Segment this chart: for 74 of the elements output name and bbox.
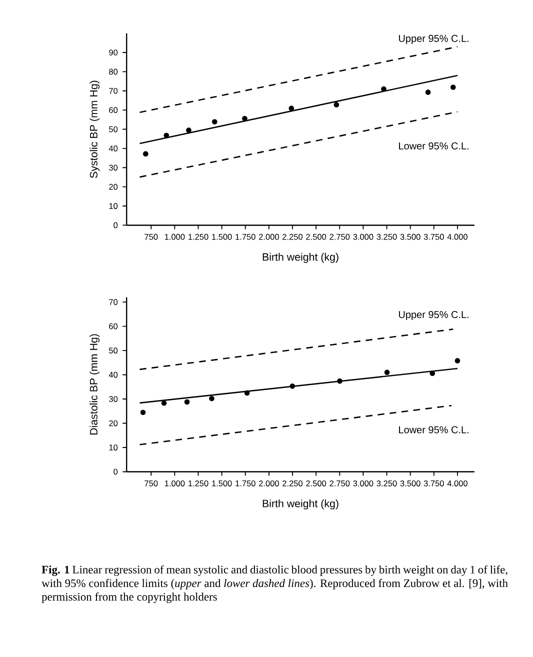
x-tick-label: 3.000 bbox=[353, 234, 374, 240]
x-tick-label: 2.750 bbox=[330, 480, 350, 486]
annotation: Upper 95% C.L. bbox=[398, 34, 468, 44]
point bbox=[337, 378, 342, 384]
x-tick-label: 1.500 bbox=[212, 480, 232, 486]
y-tick-label: 40 bbox=[108, 146, 118, 152]
point bbox=[384, 370, 390, 376]
point bbox=[381, 86, 386, 92]
point bbox=[140, 410, 146, 416]
point bbox=[184, 399, 190, 405]
x-tick-label: 1.750 bbox=[236, 234, 256, 240]
x-tick-label: 2.500 bbox=[306, 480, 326, 486]
y-tick-label: 80 bbox=[109, 68, 118, 75]
x-tick-label: 3.500 bbox=[400, 234, 420, 240]
x-tick-label: 2.250 bbox=[282, 234, 302, 240]
x-axis-title: Birth weight (kg) bbox=[262, 499, 338, 510]
point bbox=[186, 128, 192, 133]
x-tick-label: 1.000 bbox=[164, 480, 185, 486]
x-tick-label: 2.250 bbox=[282, 480, 302, 486]
y-tick-label: 10 bbox=[109, 203, 118, 209]
y-axis-title: Diastolic BP (mm Hg) bbox=[90, 334, 100, 435]
y-tick-label: 10 bbox=[109, 444, 118, 450]
x-tick-label: 2.500 bbox=[306, 234, 326, 240]
y-tick-label: 60 bbox=[109, 107, 118, 114]
x-tick-label: 3.000 bbox=[353, 480, 374, 486]
y-tick-label: 50 bbox=[109, 348, 118, 354]
point bbox=[212, 119, 218, 124]
point bbox=[334, 102, 340, 108]
x-tick-label: 3.500 bbox=[400, 480, 420, 486]
x-tick-label: 2.000 bbox=[258, 234, 279, 240]
y-tick-label: 20 bbox=[109, 420, 118, 426]
point bbox=[450, 84, 456, 90]
x-tick-label: 1.000 bbox=[164, 234, 185, 240]
point bbox=[209, 396, 214, 402]
y-tick-label: 70 bbox=[109, 299, 118, 305]
x-tick-label: 2.000 bbox=[258, 480, 279, 486]
x-tick-label: 1.750 bbox=[236, 480, 256, 486]
text: Fig. 1 Linear regression of mean systolic and diastolic blood pressures by birth weight on day 1 of life, with 95% confidence limits (upper and lower dashed lines). Reproduced from Zubrow et al. [9], with permission from the copyright holders bbox=[42, 565, 508, 604]
x-tick-label: 4.000 bbox=[447, 480, 468, 486]
point bbox=[161, 400, 167, 406]
x-tick-label: 3.250 bbox=[376, 480, 397, 486]
x-tick-label: 3.750 bbox=[424, 480, 444, 486]
point bbox=[288, 106, 294, 112]
x-tick-label: 1.250 bbox=[188, 480, 208, 486]
y-tick-label: 0 bbox=[114, 222, 118, 228]
point bbox=[142, 151, 148, 156]
x-tick-label: 3.750 bbox=[424, 234, 444, 240]
point bbox=[430, 370, 436, 376]
y-axis-title: Systolic BP (mm Hg) bbox=[90, 80, 100, 178]
annotation: Lower 95% C.L. bbox=[399, 142, 468, 150]
y-tick-label: 30 bbox=[108, 164, 118, 171]
annotation: Lower 95% C.L. bbox=[399, 426, 468, 434]
x-tick-label: 1.500 bbox=[212, 234, 232, 240]
y-tick-label: 60 bbox=[109, 323, 118, 330]
point bbox=[290, 384, 296, 389]
y-tick-label: 30 bbox=[108, 396, 118, 402]
point bbox=[425, 90, 431, 95]
x-tick-label: 750 bbox=[144, 234, 158, 240]
y-tick-label: 0 bbox=[114, 468, 118, 475]
x-tick-label: 1.250 bbox=[188, 234, 208, 240]
y-tick-label: 90 bbox=[109, 50, 118, 56]
x-axis-title: Birth weight (kg) bbox=[262, 252, 338, 263]
x-tick-label: 2.750 bbox=[330, 234, 350, 240]
x-tick-label: 4.000 bbox=[447, 234, 468, 240]
point bbox=[454, 358, 460, 364]
annotation: Upper 95% C.L. bbox=[398, 311, 468, 320]
x-tick-label: 3.250 bbox=[376, 234, 397, 240]
point bbox=[244, 390, 250, 396]
x-tick-label: 750 bbox=[144, 480, 158, 486]
y-tick-label: 40 bbox=[108, 372, 118, 378]
y-tick-label: 70 bbox=[109, 88, 118, 94]
point bbox=[242, 116, 248, 122]
y-tick-label: 50 bbox=[109, 126, 118, 132]
y-tick-label: 20 bbox=[109, 184, 118, 190]
